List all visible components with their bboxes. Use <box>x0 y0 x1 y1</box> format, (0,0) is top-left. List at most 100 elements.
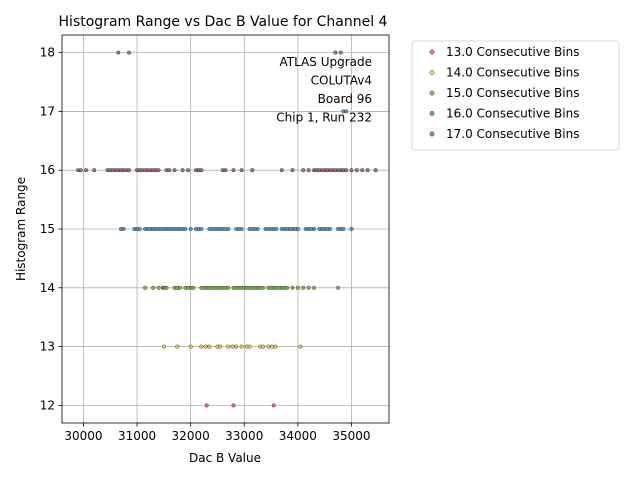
data-point-series-2 <box>261 285 266 290</box>
data-point-series-1 <box>226 344 231 349</box>
data-point-series-3 <box>137 226 142 231</box>
x-tick-label: 31000 <box>118 429 156 443</box>
chart-title: Histogram Range vs Dac B Value for Chann… <box>59 14 388 30</box>
y-axis-ticks: 12 13 14 15 16 17 18 <box>40 46 62 412</box>
data-point-series-1 <box>234 344 239 349</box>
data-point-series-4 <box>239 168 244 173</box>
data-point-series-4 <box>349 168 354 173</box>
data-point-series-3 <box>188 226 193 231</box>
data-point-series-2 <box>295 285 300 290</box>
data-point-series-0 <box>271 403 276 408</box>
data-point-series-3 <box>121 226 126 231</box>
x-tick-label: 30000 <box>64 429 102 443</box>
data-point-series-1 <box>273 344 278 349</box>
data-point-series-0 <box>204 403 209 408</box>
data-point-series-3 <box>312 226 317 231</box>
y-axis-label: Histogram Range <box>14 177 28 281</box>
data-point-series-4 <box>365 168 370 173</box>
legend-entry[interactable]: 14.0 Consecutive Bins <box>446 66 579 80</box>
data-point-series-4 <box>78 168 83 173</box>
data-point-series-4 <box>344 168 349 173</box>
data-point-series-1 <box>161 344 166 349</box>
x-axis-ticks: 30000 31000 32000 33000 34000 35000 <box>64 423 371 443</box>
data-point-series-4 <box>373 168 378 173</box>
data-point-series-1 <box>218 344 223 349</box>
legend-entry[interactable]: 15.0 Consecutive Bins <box>446 86 579 100</box>
data-point-series-2 <box>285 285 290 290</box>
legend-box <box>411 40 620 151</box>
data-point-series-1 <box>175 344 180 349</box>
data-point-series-4 <box>126 168 131 173</box>
data-point-series-3 <box>328 226 333 231</box>
data-point-series-4 <box>301 168 306 173</box>
data-point-series-2 <box>191 285 196 290</box>
data-point-series-2 <box>156 285 161 290</box>
data-points <box>76 50 378 408</box>
y-tick-label: 14 <box>40 281 55 295</box>
data-point-series-1 <box>247 344 252 349</box>
legend-entry[interactable]: 13.0 Consecutive Bins <box>446 45 579 59</box>
data-point-series-2 <box>301 285 306 290</box>
annotation-line: COLUTAv4 <box>311 74 372 88</box>
data-point-series-2 <box>164 285 169 290</box>
data-point-series-2 <box>306 285 311 290</box>
data-point-series-2 <box>151 285 156 290</box>
data-point-series-4 <box>250 168 255 173</box>
y-tick-label: 18 <box>40 46 55 60</box>
data-point-series-4 <box>338 50 343 55</box>
data-point-series-4 <box>156 168 161 173</box>
data-point-series-1 <box>230 344 235 349</box>
annotation-line: Board 96 <box>318 92 372 106</box>
data-point-series-1 <box>261 344 266 349</box>
legend-marker <box>429 70 435 75</box>
data-point-series-4 <box>306 168 311 173</box>
data-point-series-4 <box>180 168 185 173</box>
data-point-series-2 <box>312 285 317 290</box>
annotation-line: Chip 1, Run 232 <box>276 111 372 125</box>
legend-entry[interactable]: 16.0 Consecutive Bins <box>446 107 579 121</box>
data-point-series-2 <box>143 285 148 290</box>
data-point-series-3 <box>255 226 260 231</box>
y-tick-label: 15 <box>40 222 55 236</box>
data-point-series-1 <box>203 344 208 349</box>
data-point-series-3 <box>183 226 188 231</box>
data-point-series-3 <box>274 226 279 231</box>
data-point-series-4 <box>185 168 190 173</box>
data-point-series-2 <box>290 285 295 290</box>
legend[interactable]: 13.0 Consecutive Bins 14.0 Consecutive Bi… <box>411 40 620 151</box>
data-point-series-4 <box>172 168 177 173</box>
legend-marker <box>429 90 435 96</box>
data-point-series-4 <box>92 168 97 173</box>
x-tick-label: 33000 <box>225 429 263 443</box>
data-point-series-3 <box>239 226 244 231</box>
data-point-series-3 <box>199 226 204 231</box>
legend-entry[interactable]: 17.0 Consecutive Bins <box>446 127 579 141</box>
data-point-series-1 <box>207 344 212 349</box>
data-point-series-4 <box>199 168 204 173</box>
data-point-series-3 <box>349 226 354 231</box>
data-point-series-1 <box>298 344 303 349</box>
y-tick-label: 16 <box>40 163 55 177</box>
x-tick-label: 34000 <box>279 429 317 443</box>
data-point-series-4 <box>354 168 359 173</box>
data-point-series-3 <box>226 226 231 231</box>
data-point-series-1 <box>188 344 193 349</box>
data-point-series-1 <box>270 344 275 349</box>
legend-marker <box>429 131 435 137</box>
data-point-series-2 <box>336 285 341 290</box>
data-point-series-4 <box>116 50 121 55</box>
data-point-series-4 <box>84 168 89 173</box>
data-point-series-2 <box>226 285 231 290</box>
x-axis-label: Dac B Value <box>189 451 261 465</box>
legend-marker <box>429 111 435 116</box>
data-point-series-4 <box>290 168 295 173</box>
data-point-series-4 <box>126 50 131 55</box>
x-tick-label: 35000 <box>332 429 370 443</box>
data-point-series-4 <box>279 168 284 173</box>
data-point-series-4 <box>333 50 338 55</box>
run-annotation: ATLAS Upgrade COLUTAv4 Board 96 Chip 1, Run… <box>276 55 372 125</box>
data-point-series-4 <box>223 168 228 173</box>
x-tick-label: 32000 <box>172 429 210 443</box>
